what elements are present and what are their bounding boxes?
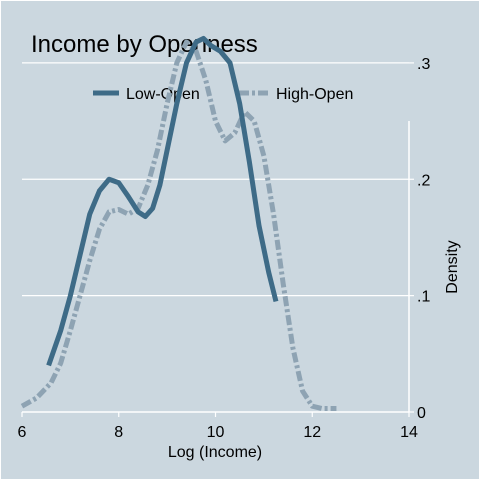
y-tick-label-2: .2 <box>417 172 430 189</box>
axis-ticks: 6 8 10 12 14 0 .1 .2 .3 <box>18 56 431 441</box>
gridlines <box>22 62 409 297</box>
x-tick-label-2: 10 <box>207 424 225 441</box>
legend: Low-Open High-Open <box>93 86 353 103</box>
series-lines <box>20 35 337 412</box>
series-line-high-open <box>20 39 337 412</box>
legend-label-high-open: High-Open <box>276 86 353 103</box>
x-tick-label-4: 14 <box>400 424 418 441</box>
y-tick-label-0: 0 <box>417 405 426 422</box>
x-tick-label-3: 12 <box>303 424 321 441</box>
series-line-low-open <box>46 35 279 367</box>
y-tick-label-3: .3 <box>417 56 430 73</box>
y-axis-label: Density <box>444 240 461 293</box>
x-axis-label: Log (Income) <box>168 444 262 461</box>
y-tick-label-1: .1 <box>417 289 430 306</box>
x-tick-label-1: 8 <box>114 424 123 441</box>
x-tick-label-0: 6 <box>18 424 27 441</box>
legend-label-low-open: Low-Open <box>126 86 200 103</box>
